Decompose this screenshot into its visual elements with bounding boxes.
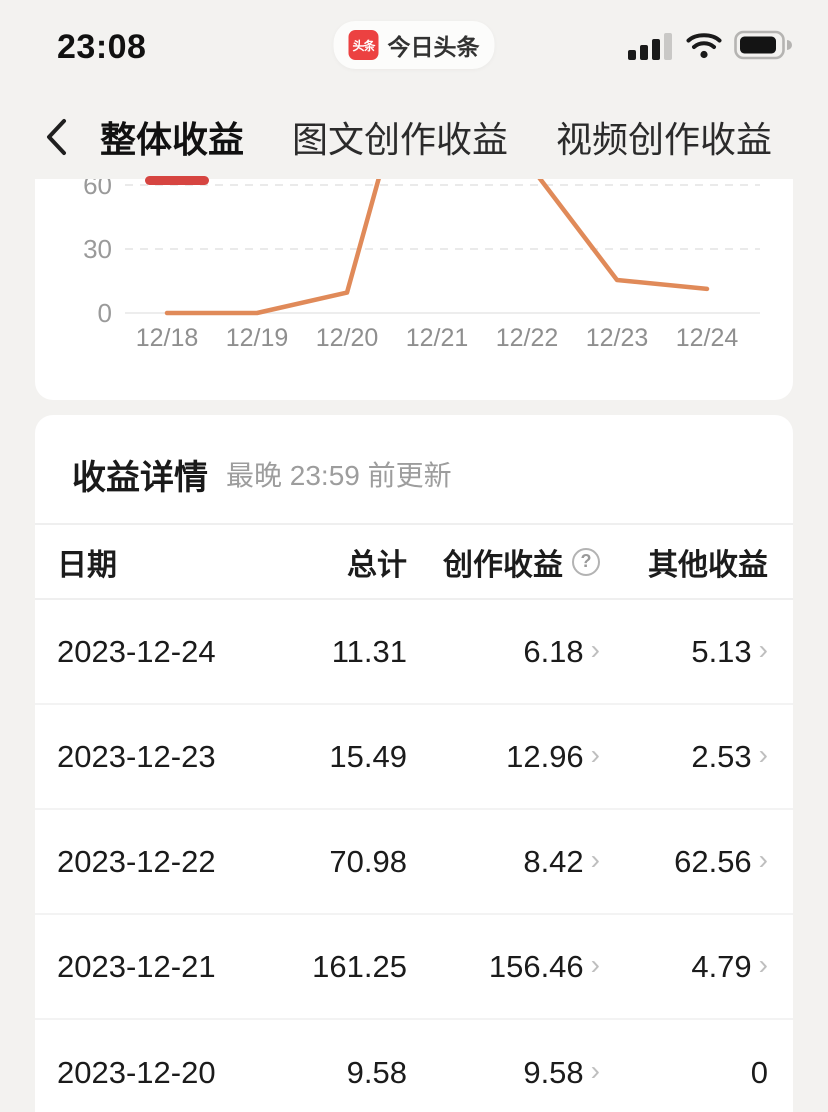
divider [35,523,793,525]
row-date: 2023-12-23 [57,738,216,774]
svg-text:12/24: 12/24 [676,324,739,352]
app-badge-name: 今日头条 [387,34,480,60]
svg-text:12/23: 12/23 [586,324,649,352]
row-date: 2023-12-21 [57,948,216,984]
row-creation-income[interactable]: 12.96 › [506,738,600,774]
row-other-income[interactable]: 0 › [750,1054,768,1090]
row-other-income[interactable]: 62.56 › [674,843,768,879]
table-body: 2023-12-24 11.31 6.18 › 5.13 › 2023-12-2… [35,600,793,1112]
svg-text:12/21: 12/21 [406,324,469,352]
svg-text:0: 0 [98,298,112,328]
income-chart-card: 0 30 60 12/18 12/19 12/20 12/21 12/22 12/23 12/24 [35,179,793,400]
row-date: 2023-12-24 [57,633,216,669]
divider [35,598,793,600]
status-icons [628,30,792,60]
svg-text:12/18: 12/18 [136,324,199,352]
svg-text:12/22: 12/22 [496,324,559,352]
income-details-card: 收益详情 最晚 23:59 前更新 日期 总计 创作收益 ? 其他收益 2023… [35,415,793,1112]
details-header: 收益详情 最晚 23:59 前更新 [35,415,793,523]
col-header-creation: 创作收益 ? [407,540,600,584]
row-total: 15.49 [329,738,407,774]
col-header-other: 其他收益 [648,548,768,582]
chevron-right-icon: › [590,738,600,770]
row-date: 2023-12-22 [57,843,216,879]
wifi-icon [686,33,722,59]
back-button[interactable] [30,112,80,162]
cellular-signal-icon [628,33,672,60]
tab-overall-income[interactable]: 整体收益 [100,119,245,160]
row-creation-income[interactable]: 9.58 › [523,1054,600,1090]
row-total: 9.58 [346,1054,407,1090]
details-title: 收益详情 [72,458,208,497]
back-chevron-icon [47,119,66,155]
svg-text:30: 30 [83,234,112,264]
row-creation-income[interactable]: 6.18 › [523,633,600,669]
row-creation-income[interactable]: 156.46 › [488,948,600,984]
chevron-right-icon: › [590,948,600,980]
svg-text:60: 60 [83,179,112,200]
status-time: 23:08 [57,28,147,66]
table-row[interactable]: 2023-12-24 11.31 6.18 › 5.13 › [35,600,793,705]
col-header-date: 日期 [57,548,117,582]
income-line-chart[interactable]: 0 30 60 12/18 12/19 12/20 12/21 12/22 12/23 12/24 [35,179,793,400]
help-icon[interactable]: ? [572,547,600,576]
tab-list: 整体收益 图文创作收益 视频创作收益 [100,111,772,163]
chevron-right-icon: › [590,1054,600,1086]
toutiao-logo: 头条 [348,30,379,60]
row-other-income[interactable]: 2.53 › [691,738,768,774]
chevron-right-icon: › [758,633,768,665]
table-header-row: 日期 总计 创作收益 ? 其他收益 [35,525,793,598]
table-row[interactable]: 2023-12-22 70.98 8.42 › 62.56 › [35,810,793,915]
svg-text:12/19: 12/19 [226,324,289,352]
chevron-right-icon: › [590,633,600,665]
row-total: 161.25 [312,948,407,984]
row-other-income[interactable]: 4.79 › [691,948,768,984]
tab-video-income[interactable]: 视频创作收益 [556,119,773,160]
chevron-right-icon: › [590,843,600,875]
app-badge[interactable]: 头条 今日头条 [333,21,495,69]
details-update-note: 最晚 23:59 前更新 [226,460,452,491]
col-header-creation-label: 创作收益 [443,548,563,582]
table-row[interactable]: 2023-12-23 15.49 12.96 › 2.53 › [35,705,793,810]
col-header-total: 总计 [347,548,407,582]
chevron-right-icon: › [758,948,768,980]
chevron-right-icon: › [758,843,768,875]
battery-icon [734,30,792,60]
card-gap [0,400,828,415]
row-date: 2023-12-20 [57,1054,216,1090]
status-bar: 23:08 头条 今日头条 [0,0,828,95]
chevron-right-icon: › [758,738,768,770]
table-row[interactable]: 2023-12-20 9.58 9.58 › 0 › [35,1020,793,1112]
svg-text:12/20: 12/20 [316,324,379,352]
row-creation-income[interactable]: 8.42 › [523,843,600,879]
table-row[interactable]: 2023-12-21 161.25 156.46 › 4.79 › [35,915,793,1020]
row-total: 11.31 [331,633,407,669]
nav-bar: 整体收益 图文创作收益 视频创作收益 [0,95,828,185]
row-total: 70.98 [329,843,407,879]
row-other-income[interactable]: 5.13 › [691,633,768,669]
tab-article-income[interactable]: 图文创作收益 [292,119,509,160]
active-tab-underline [145,176,209,185]
